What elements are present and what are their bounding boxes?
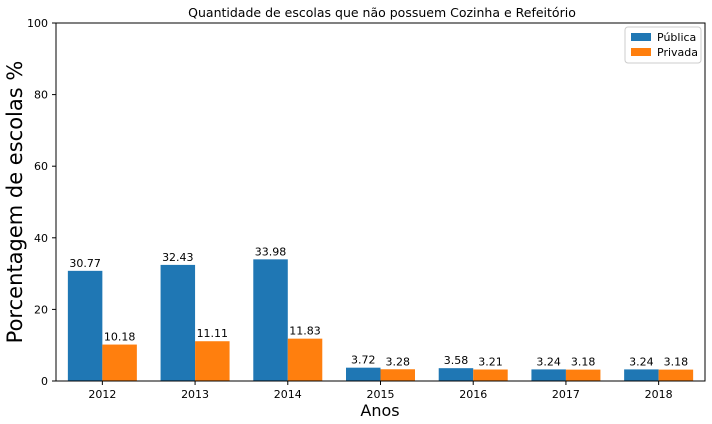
bar-publica-2018 — [624, 369, 659, 381]
data-label: 3.18 — [571, 356, 596, 369]
x-tick-label: 2016 — [459, 388, 487, 401]
data-label: 32.43 — [162, 251, 194, 264]
bar-privada-2013 — [195, 341, 230, 381]
data-label: 3.24 — [536, 355, 561, 368]
legend-label: Privada — [657, 46, 698, 59]
data-label: 10.18 — [104, 331, 136, 344]
bar-publica-2017 — [531, 369, 566, 381]
chart-title: Quantidade de escolas que não possuem Co… — [188, 5, 576, 20]
y-tick-label: 40 — [34, 232, 48, 245]
legend-label: Pública — [657, 31, 696, 44]
bar-publica-2014 — [253, 259, 288, 381]
plot-area: 30.77 32.43 33.98 3.72 3.58 3.24 3.24 10.18 11.1… — [27, 17, 706, 401]
y-tick-label: 60 — [34, 160, 48, 173]
x-tick-label: 2012 — [88, 388, 116, 401]
data-label: 3.72 — [351, 354, 376, 367]
bar-privada-2016 — [473, 369, 508, 381]
bar-publica-2012 — [67, 270, 103, 381]
y-tick-label: 80 — [34, 89, 48, 102]
bar-publica-2013 — [160, 264, 196, 381]
legend-swatch — [631, 48, 651, 56]
data-label: 3.58 — [444, 354, 469, 367]
y-tick-label: 0 — [41, 375, 48, 388]
bar-privada-2017 — [565, 369, 601, 381]
bar-privada-2014 — [287, 338, 323, 381]
bar-privada-2012 — [102, 344, 137, 381]
data-label: 3.18 — [664, 356, 689, 369]
x-tick-label: 2013 — [181, 388, 209, 401]
data-label: 11.83 — [289, 325, 321, 338]
x-tick-label: 2014 — [274, 388, 302, 401]
data-label: 3.21 — [478, 356, 503, 369]
x-tick-label: 2015 — [367, 388, 395, 401]
x-tick-label: 2018 — [645, 388, 673, 401]
data-label: 3.24 — [629, 355, 654, 368]
plot-frame — [55, 22, 706, 382]
y-axis-label: Porcentagem de escolas % — [3, 61, 27, 344]
bar-publica-2015 — [346, 367, 381, 381]
bar-publica-2016 — [438, 368, 474, 381]
data-label: 11.11 — [197, 327, 229, 340]
legend: Pública Privada — [624, 26, 702, 64]
data-label: 30.77 — [69, 257, 101, 270]
bar-privada-2018 — [658, 369, 694, 381]
data-label: 3.28 — [386, 355, 411, 368]
legend-swatch — [631, 33, 651, 41]
x-tick-label: 2017 — [552, 388, 580, 401]
y-tick-label: 100 — [27, 17, 48, 30]
y-tick-label: 20 — [34, 303, 48, 316]
data-label: 33.98 — [255, 245, 287, 258]
bar-privada-2015 — [380, 369, 415, 381]
x-axis-label: Anos — [360, 401, 399, 420]
